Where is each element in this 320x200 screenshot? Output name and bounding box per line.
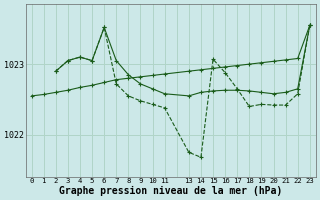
X-axis label: Graphe pression niveau de la mer (hPa): Graphe pression niveau de la mer (hPa) — [59, 186, 282, 196]
